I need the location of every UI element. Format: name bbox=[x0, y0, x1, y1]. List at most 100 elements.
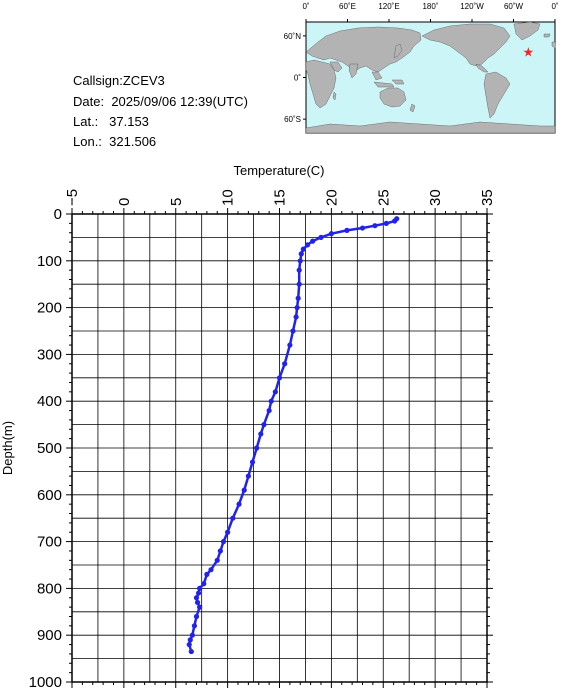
land-australia bbox=[379, 87, 407, 108]
land-indonesia bbox=[371, 71, 405, 88]
map-lon-label: 60˚E bbox=[339, 2, 356, 11]
y-tick-label: 400 bbox=[37, 393, 62, 410]
data-point bbox=[193, 613, 200, 620]
data-point bbox=[204, 571, 210, 577]
x-tick-label: 15 bbox=[272, 189, 289, 206]
y-tick-label: 900 bbox=[37, 627, 62, 644]
map-lon-label: 0˚ bbox=[551, 2, 558, 11]
data-point bbox=[254, 445, 260, 451]
map-lon-label: 0˚ bbox=[302, 2, 309, 11]
x-axis-label: Temperature(C) bbox=[233, 163, 324, 178]
data-point bbox=[266, 407, 272, 414]
x-tick-label: 25 bbox=[375, 189, 392, 206]
data-point bbox=[296, 281, 302, 287]
map-tick-labels: 0˚ 60˚E 120˚E 180˚ 120˚W 60˚W 0˚ 60˚N 0˚ 60˚S bbox=[284, 2, 559, 124]
y-tick-label: 1000 bbox=[29, 674, 62, 690]
land-arabia bbox=[329, 61, 343, 73]
x-tick-label: 5 bbox=[168, 198, 185, 206]
data-point bbox=[197, 604, 203, 610]
land-uk-iceland bbox=[543, 33, 557, 49]
data-point bbox=[208, 567, 214, 573]
data-point bbox=[359, 225, 366, 231]
location-star-icon: ★ bbox=[523, 46, 535, 61]
axis-ticks bbox=[66, 208, 493, 688]
callsign-label: Callsign: bbox=[73, 73, 123, 88]
land-japan bbox=[393, 43, 403, 59]
y-tick-label: 600 bbox=[37, 487, 62, 504]
x-tick-label: −5 bbox=[64, 189, 81, 206]
y-tick-labels: 0 100 200 300 400 500 600 700 800 900 1000 bbox=[29, 206, 62, 690]
data-point bbox=[383, 220, 389, 226]
data-point bbox=[225, 529, 231, 535]
data-point bbox=[293, 314, 299, 320]
data-point bbox=[282, 361, 288, 367]
land-madagascar bbox=[332, 91, 337, 101]
temperature-depth-plot: −5 0 5 10 15 20 25 30 35 01002003004005006007008… bbox=[0, 163, 496, 690]
x-tick-label: 10 bbox=[220, 189, 237, 206]
data-point bbox=[290, 328, 296, 334]
map-lat-label: 60˚S bbox=[284, 115, 301, 124]
map-lat-label: 60˚N bbox=[284, 32, 302, 41]
date-row: Date: 2025/09/06 12:39(UTC) bbox=[73, 94, 248, 110]
y-tick-label: 200 bbox=[37, 300, 62, 317]
data-point bbox=[294, 305, 300, 311]
land-central-america bbox=[475, 63, 489, 73]
land-south-america bbox=[483, 71, 511, 119]
y-axis-label: Depth(m) bbox=[0, 421, 15, 475]
data-point bbox=[310, 238, 316, 244]
data-point bbox=[297, 258, 303, 264]
y-tick-label: 300 bbox=[37, 346, 62, 363]
lat-label: Lat.: bbox=[73, 114, 99, 129]
lat-value: 37.153 bbox=[109, 114, 149, 129]
data-point bbox=[217, 548, 223, 554]
map-lon-label: 180˚ bbox=[422, 2, 438, 11]
x-tick-labels: −5 0 5 10 15 20 25 30 35 bbox=[64, 189, 496, 206]
y-tick-label: 700 bbox=[37, 534, 62, 551]
data-point bbox=[295, 295, 301, 301]
lon-label: Lon.: bbox=[73, 134, 102, 149]
data-point bbox=[261, 422, 267, 428]
data-point bbox=[304, 242, 311, 248]
x-tick-label: 30 bbox=[427, 189, 444, 206]
y-tick-label: 500 bbox=[37, 440, 62, 457]
data-point bbox=[272, 389, 278, 395]
data-point bbox=[230, 515, 236, 521]
world-map: 0˚ 60˚E 120˚E 180˚ 120˚W 60˚W 0˚ 60˚N 0˚ 60˚S ★ bbox=[284, 2, 559, 134]
data-point bbox=[194, 599, 201, 606]
map-lon-label: 120˚W bbox=[460, 2, 484, 11]
data-point bbox=[187, 637, 193, 643]
callsign-row: Callsign:ZCEV3 bbox=[73, 73, 165, 89]
data-point bbox=[392, 218, 398, 224]
land-new-zealand bbox=[409, 103, 416, 113]
grid bbox=[71, 213, 488, 683]
data-point bbox=[318, 234, 324, 240]
land-africa bbox=[305, 59, 337, 109]
data-point bbox=[328, 231, 334, 237]
data-point bbox=[189, 632, 195, 638]
lon-row: Lon.: 321.506 bbox=[73, 134, 156, 150]
data-point bbox=[372, 223, 378, 229]
land-antarctica bbox=[305, 121, 556, 134]
data-point bbox=[300, 246, 306, 252]
data-point bbox=[276, 375, 283, 381]
data-point bbox=[191, 623, 198, 629]
land-greenland bbox=[513, 21, 541, 41]
data-point bbox=[245, 473, 251, 479]
series-points bbox=[186, 216, 400, 655]
map-land bbox=[305, 21, 557, 134]
data-point bbox=[344, 227, 350, 233]
data-point bbox=[188, 648, 194, 655]
data-point bbox=[258, 431, 264, 437]
land-north-america bbox=[421, 23, 511, 67]
data-point bbox=[186, 641, 192, 648]
land-india bbox=[348, 63, 359, 79]
data-point bbox=[296, 267, 302, 273]
date-label: Date: bbox=[73, 94, 105, 109]
map-lon-label: 120˚E bbox=[378, 2, 399, 11]
map-ticks bbox=[303, 19, 556, 120]
data-point bbox=[197, 585, 203, 592]
callsign-value: ZCEV3 bbox=[122, 73, 165, 88]
data-point bbox=[298, 251, 304, 257]
data-point bbox=[195, 590, 202, 596]
